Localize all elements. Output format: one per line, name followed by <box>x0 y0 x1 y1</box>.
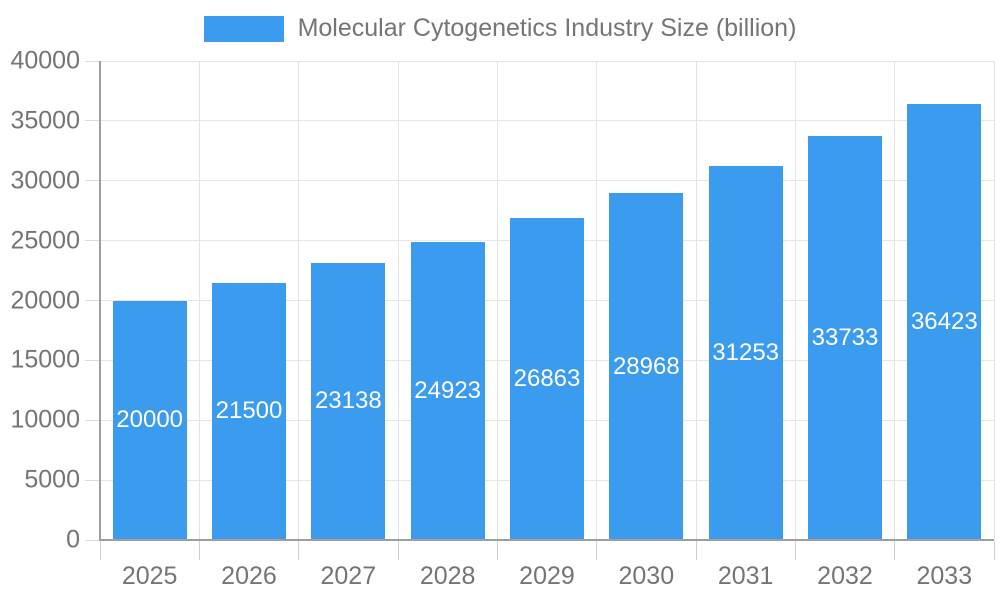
bar <box>410 241 485 540</box>
bar <box>907 103 982 540</box>
x-axis-tick <box>596 541 598 560</box>
gridline-vertical <box>496 61 498 540</box>
x-tick-label: 2028 <box>419 562 476 590</box>
x-axis-tick <box>695 541 697 560</box>
y-axis-tick <box>85 539 100 541</box>
gridline-horizontal <box>100 180 994 182</box>
x-tick-label: 2029 <box>519 562 575 590</box>
x-tick-label: 2032 <box>817 562 873 590</box>
bar-value-label: 31253 <box>712 338 780 366</box>
x-axis-tick <box>397 541 399 560</box>
y-tick-label: 30000 <box>10 166 80 195</box>
legend-swatch <box>203 15 284 42</box>
x-tick-label: 2033 <box>916 562 973 590</box>
y-tick-label: 10000 <box>10 405 80 434</box>
y-axis-line <box>99 61 101 541</box>
y-axis-tick <box>85 240 100 242</box>
bar-value-label: 28968 <box>612 352 680 380</box>
gridline-vertical <box>298 61 300 540</box>
y-axis-tick <box>85 60 100 62</box>
y-tick-label: 5000 <box>24 465 80 494</box>
gridline-vertical <box>894 61 896 540</box>
y-tick-label: 15000 <box>10 345 80 374</box>
gridline-vertical <box>695 61 697 540</box>
x-axis-tick <box>993 541 995 560</box>
gridline-horizontal <box>100 120 994 122</box>
y-axis-tick <box>85 180 100 182</box>
x-axis-tick <box>794 541 796 560</box>
x-axis-tick <box>99 541 101 560</box>
gridline-vertical <box>198 61 200 540</box>
y-tick-label: 0 <box>66 525 80 554</box>
bar <box>212 282 286 540</box>
x-axis-tick <box>298 541 300 560</box>
x-tick-label: 2030 <box>618 562 675 590</box>
y-axis-tick <box>85 120 100 122</box>
bar-value-label: 33733 <box>811 324 879 352</box>
y-tick-label: 20000 <box>10 286 80 314</box>
bar-value-label: 26863 <box>513 365 581 393</box>
y-axis-tick <box>85 419 100 421</box>
y-axis-tick <box>85 300 100 301</box>
chart-legend: Molecular Cytogenetics Industry Size (bi… <box>0 14 1000 43</box>
gridline-vertical <box>794 61 796 540</box>
bar <box>708 165 783 540</box>
bar <box>510 218 584 540</box>
legend-label: Molecular Cytogenetics Industry Size (bi… <box>297 14 797 42</box>
gridline-vertical <box>596 61 598 540</box>
y-axis-tick <box>85 359 100 361</box>
bar-value-label: 36423 <box>910 307 978 335</box>
bar-value-label: 23138 <box>314 387 382 415</box>
gridline-horizontal <box>100 60 994 62</box>
y-tick-label: 40000 <box>10 46 80 75</box>
y-tick-label: 35000 <box>10 106 80 135</box>
x-axis-tick <box>894 541 896 560</box>
bar <box>609 193 684 540</box>
bar <box>311 262 386 540</box>
bar-value-label: 20000 <box>116 406 184 434</box>
bar-value-label: 24923 <box>414 376 482 404</box>
y-tick-label: 25000 <box>10 226 80 255</box>
x-tick-label: 2026 <box>221 562 277 590</box>
x-axis-tick <box>496 541 498 560</box>
bar <box>112 300 187 540</box>
x-axis-line <box>99 539 994 541</box>
x-tick-label: 2027 <box>320 562 377 590</box>
x-axis-tick <box>198 541 200 560</box>
x-tick-label: 2025 <box>121 562 178 590</box>
gridline-vertical <box>397 61 399 540</box>
bar <box>808 136 882 540</box>
bar-value-label: 21500 <box>215 397 283 425</box>
x-tick-label: 2031 <box>717 562 774 590</box>
gridline-vertical <box>993 61 995 540</box>
y-axis-tick <box>85 479 100 481</box>
